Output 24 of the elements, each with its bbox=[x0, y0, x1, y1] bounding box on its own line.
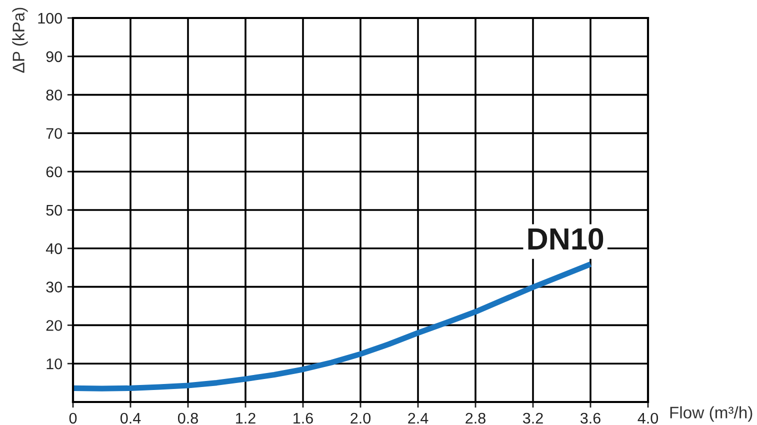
x-tick-label: 2.0 bbox=[350, 412, 371, 424]
y-tick-label: 50 bbox=[46, 204, 62, 216]
x-tick-label: 2.8 bbox=[466, 412, 486, 424]
x-tick-label: 3.6 bbox=[580, 412, 600, 424]
y-tick-label: 100 bbox=[38, 12, 62, 24]
series-label: DN10 bbox=[528, 228, 604, 250]
y-tick-label: 10 bbox=[46, 358, 62, 370]
x-tick-label: 4.0 bbox=[638, 412, 658, 424]
y-tick-label: 70 bbox=[46, 128, 62, 139]
y-tick-label: 20 bbox=[46, 320, 62, 331]
y-tick-label: 30 bbox=[46, 282, 62, 292]
y-tick-label: 60 bbox=[46, 166, 62, 178]
x-tick-label: 2.4 bbox=[408, 412, 428, 424]
y-tick-label: 90 bbox=[46, 51, 62, 62]
y-tick-label: 40 bbox=[46, 243, 62, 254]
x-tick-label: 1.6 bbox=[294, 412, 313, 424]
x-tick-label: 0.8 bbox=[178, 412, 198, 424]
x-tick-label: 0.4 bbox=[120, 412, 141, 424]
x-tick-label: 0 bbox=[69, 412, 77, 424]
x-tick-label: 3.2 bbox=[522, 412, 543, 424]
x-tick-label: 1.2 bbox=[236, 412, 256, 424]
y-axis-title: ΔP (kPa) bbox=[12, 8, 28, 73]
y-tick-label: 80 bbox=[46, 90, 62, 100]
x-axis-title: Flow (m³/h) bbox=[670, 406, 752, 422]
